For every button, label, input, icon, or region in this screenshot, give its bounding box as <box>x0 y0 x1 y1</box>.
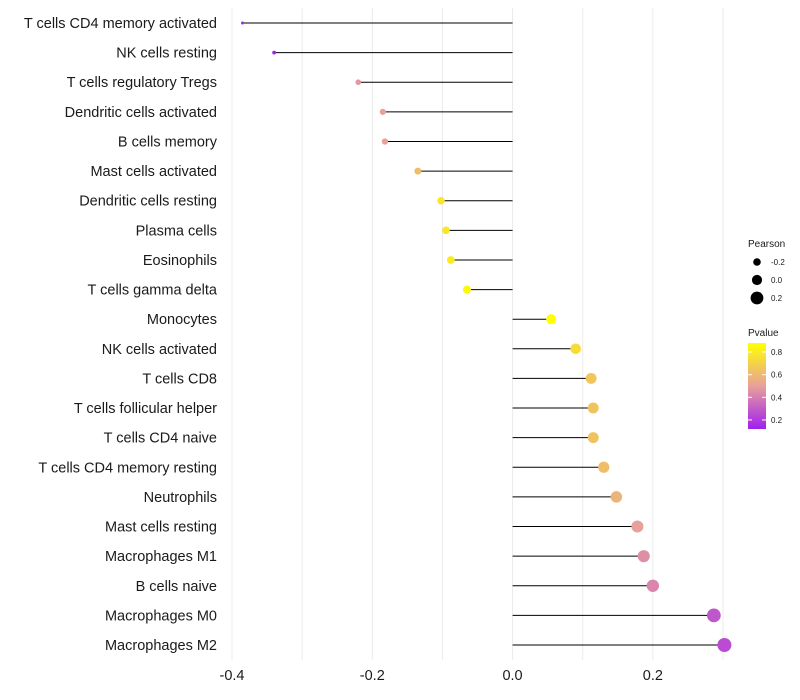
category-label: NK cells resting <box>116 46 217 62</box>
category-label: T cells gamma delta <box>88 283 218 299</box>
legend-size-key <box>751 274 763 286</box>
category-label: Mast cells resting <box>105 520 217 536</box>
category-label: B cells memory <box>118 134 218 150</box>
category-label: Neutrophils <box>144 490 217 506</box>
category-labels: T cells CD4 memory activated NK cells res… <box>24 16 218 654</box>
data-point <box>585 372 597 384</box>
data-point <box>414 167 422 175</box>
legend-size-label: 0.2 <box>771 294 783 303</box>
x-axis-ticks: -0.4 -0.2 0.0 0.2 <box>220 668 663 684</box>
points <box>241 21 732 652</box>
category-label: Macrophages M2 <box>105 638 217 654</box>
legend-size-key <box>750 291 764 305</box>
data-point <box>717 638 732 652</box>
category-label: NK cells activated <box>102 342 217 358</box>
data-point <box>587 402 599 414</box>
x-tick-label: -0.4 <box>220 668 245 684</box>
data-point <box>381 138 389 145</box>
stems <box>242 22 725 646</box>
category-label: T cells CD4 naive <box>104 431 217 447</box>
category-label: T cells follicular helper <box>74 401 217 417</box>
legend-pvalue-title: Pvalue <box>748 328 779 339</box>
category-label: Macrophages M0 <box>105 608 217 624</box>
category-label: T cells CD4 memory resting <box>38 460 217 476</box>
data-point <box>570 343 581 355</box>
data-point <box>646 579 660 592</box>
category-label: Plasma cells <box>136 223 217 239</box>
category-label: Dendritic cells activated <box>65 105 217 121</box>
category-label: T cells CD4 memory activated <box>24 16 217 32</box>
data-point <box>706 608 721 623</box>
data-point <box>637 550 650 563</box>
data-point <box>610 491 623 503</box>
legend-pvalue: Pvalue 0.8 0.6 0.4 0.2 <box>748 328 783 429</box>
data-point <box>379 108 386 115</box>
category-label: Macrophages M1 <box>105 549 217 565</box>
legend-size-label: 0.0 <box>771 276 783 285</box>
colorbar-label: 0.8 <box>771 348 783 357</box>
data-point <box>437 196 445 205</box>
data-point <box>546 314 557 325</box>
category-label: T cells CD8 <box>142 371 217 387</box>
data-point <box>587 432 599 444</box>
category-label: Mast cells activated <box>90 164 217 180</box>
colorbar-label: 0.4 <box>771 393 783 402</box>
grid-lines <box>231 8 724 660</box>
x-tick-label: -0.2 <box>360 668 385 684</box>
legend-pearson: Pearson -0.2 0.0 0.2 <box>748 239 785 305</box>
x-tick-label: 0.0 <box>502 668 522 684</box>
category-label: Dendritic cells resting <box>79 194 217 210</box>
data-point <box>442 226 450 235</box>
category-label: T cells regulatory Tregs <box>67 75 217 91</box>
category-label: Eosinophils <box>143 253 217 269</box>
category-label: Monocytes <box>147 312 217 328</box>
data-point <box>462 285 472 294</box>
data-point <box>598 461 610 473</box>
legend-pearson-title: Pearson <box>748 239 785 250</box>
category-label: B cells naive <box>136 579 217 595</box>
pvalue-colorbar <box>748 343 766 429</box>
data-point <box>631 520 644 533</box>
x-tick-label: 0.2 <box>643 668 663 684</box>
data-point <box>241 21 245 25</box>
colorbar-label: 0.6 <box>771 371 783 380</box>
data-point <box>355 79 362 86</box>
data-point <box>272 50 276 55</box>
data-point <box>446 256 455 264</box>
colorbar-label: 0.2 <box>771 416 783 425</box>
legend-size-key <box>753 258 761 266</box>
legend-size-label: -0.2 <box>771 258 785 267</box>
